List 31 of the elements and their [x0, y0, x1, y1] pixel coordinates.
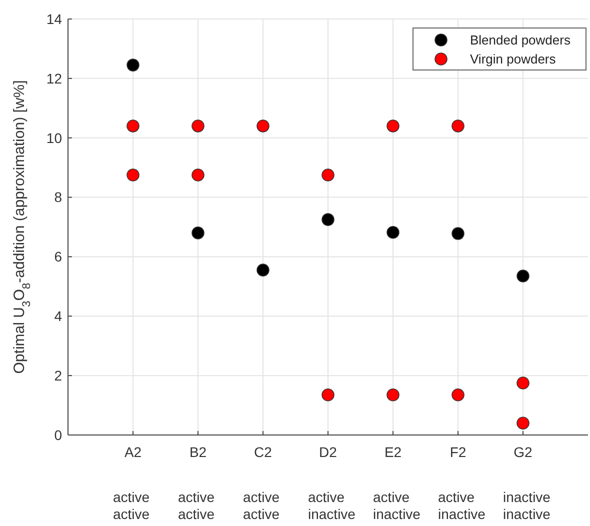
x-tick-label: A2	[124, 444, 142, 460]
text: active	[113, 506, 150, 522]
text: active	[243, 506, 280, 522]
text: inactive	[308, 506, 356, 522]
legend-label: Blended powders	[470, 32, 571, 48]
text: active	[308, 489, 345, 505]
text: active	[178, 506, 215, 522]
text: active	[178, 489, 215, 505]
legend-label: Virgin powders	[470, 52, 556, 67]
y-tick-label: 10	[46, 130, 62, 146]
text: inactive	[503, 506, 551, 522]
text: inactive	[503, 489, 551, 505]
x-tick-label: B2	[189, 444, 207, 460]
text: active	[373, 489, 410, 505]
y-tick-label: 4	[54, 308, 62, 324]
text: inactive	[373, 506, 421, 522]
x-tick-label: C2	[254, 444, 272, 460]
text: active	[243, 489, 280, 505]
text: active	[113, 489, 150, 505]
text: inactive	[438, 506, 486, 522]
x-tick-label: E2	[384, 444, 402, 460]
x-tick-label: D2	[319, 444, 338, 460]
text: active	[438, 489, 475, 505]
x-tick-label: F2	[450, 444, 466, 460]
y-tick-label: 14	[46, 10, 62, 27]
x-tick-label: G2	[514, 444, 533, 460]
y-tick-label: 2	[54, 367, 62, 384]
y-tick-label: 12	[46, 70, 62, 86]
y-tick-label: 8	[54, 189, 62, 206]
y-tick-label: 0	[54, 426, 62, 443]
y-tick-label: 6	[54, 248, 62, 265]
